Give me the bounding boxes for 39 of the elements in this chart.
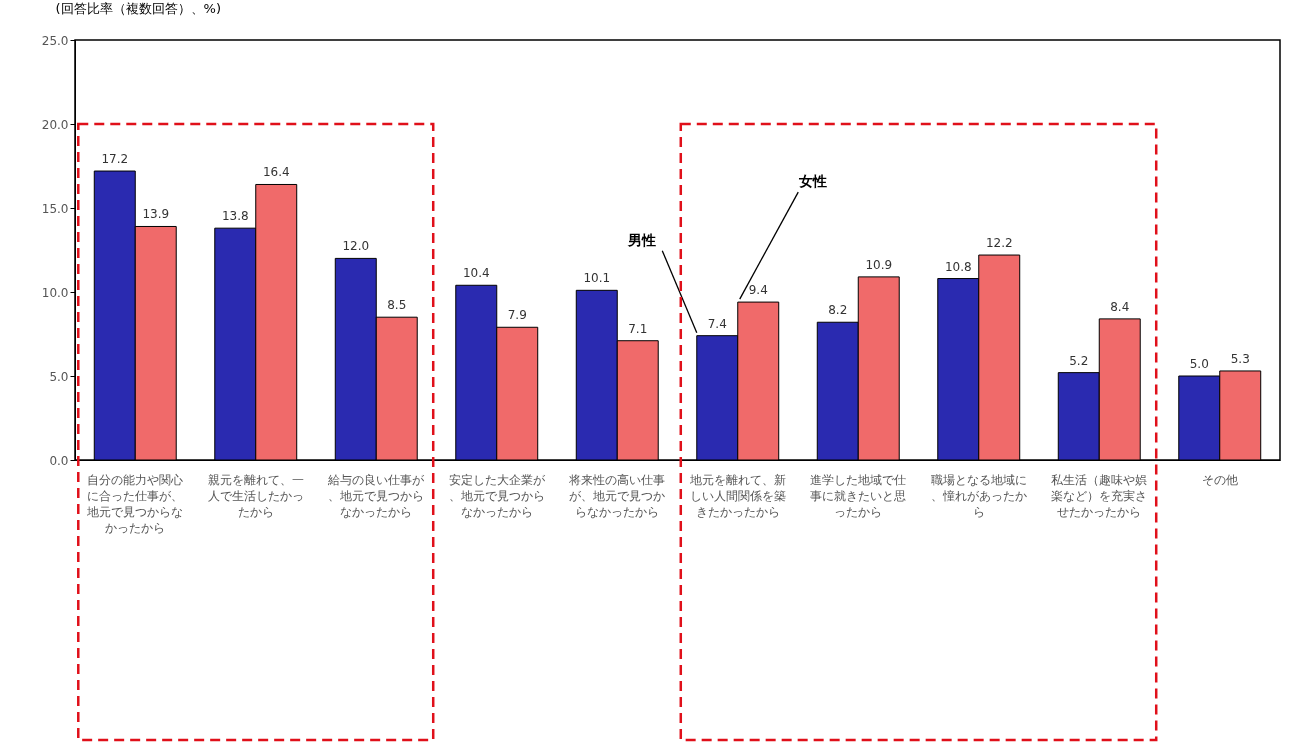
data-label: 10.8 [944, 259, 972, 274]
data-label: 16.4 [262, 165, 290, 180]
data-label: 9.4 [748, 283, 768, 298]
y-tick-label: 5.0 [49, 369, 69, 384]
data-label: 13.8 [221, 209, 249, 224]
text: 男性 [627, 231, 657, 248]
x-tick-label: 私生活（趣味や娯楽など）を充実させたかったから [1051, 472, 1148, 519]
data-label: 7.1 [628, 321, 648, 336]
x-tick-label: 給与の良い仕事が、地元で見つからなかったから [327, 472, 426, 519]
data-label: 12.2 [985, 236, 1013, 251]
x-tick-label: 将来性の高い仕事が、地元で見つからなかったから [568, 472, 666, 519]
data-label: 13.9 [142, 207, 170, 222]
x-tick-label: 進学した地域で仕事に就きたいと思ったから [810, 472, 907, 519]
y-tick-label: 25.0 [41, 33, 69, 48]
data-label: 10.1 [583, 271, 611, 286]
data-label: 8.4 [1110, 299, 1130, 314]
data-label: 5.2 [1069, 353, 1089, 368]
y-tick-label: 0.0 [49, 453, 69, 468]
x-tick-label: 地元を離れて、新しい人間関係を築きたかったから [688, 472, 786, 519]
data-label: 5.3 [1230, 351, 1250, 366]
data-label: 8.2 [828, 303, 848, 318]
y-tick-label: 15.0 [41, 201, 69, 216]
data-label: 7.4 [707, 316, 727, 331]
data-label: 8.5 [387, 298, 407, 313]
x-tick-label: 安定した大企業が、地元で見つからなかったから [448, 472, 546, 519]
x-tick-label: 職場となる地域に、憧れがあったから [930, 472, 1027, 519]
data-label: 12.0 [342, 239, 370, 254]
y-tick-label: 10.0 [41, 285, 69, 300]
text: 女性 [798, 173, 828, 190]
x-tick-label: その他 [1201, 472, 1238, 487]
data-label: 17.2 [101, 152, 129, 167]
data-label: 5.0 [1189, 357, 1209, 371]
data-label: 7.9 [507, 308, 527, 323]
x-tick-label: 親元を離れて、一人で生活したかったから [207, 472, 304, 519]
y-axis-title: (回答比率（複数回答）、%) [55, 0, 221, 16]
y-tick-label: 20.0 [41, 117, 69, 132]
data-label: 10.9 [865, 257, 893, 272]
x-tick-label: 自分の能力や関心に合った仕事が、地元で見つからなかったから [86, 472, 184, 535]
data-label: 10.4 [462, 266, 490, 281]
